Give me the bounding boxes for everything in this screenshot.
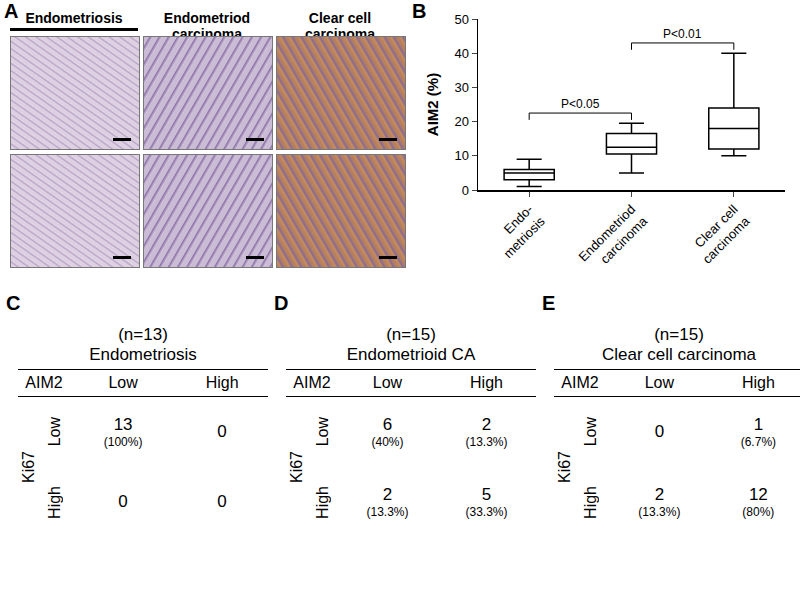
html-text:Low: Low — [644, 374, 674, 391]
html-text:0: 0 — [118, 492, 128, 511]
html-text:Ki67: Ki67 — [556, 451, 573, 483]
html-text:D: D — [274, 292, 289, 314]
html-text:Endometriosis: Endometriosis — [25, 10, 123, 26]
svg-text:0: 0 — [462, 183, 469, 198]
html-text:(100%): (100%) — [103, 435, 143, 449]
html-text:Clear cell carcinoma: Clear cell carcinoma — [602, 345, 756, 364]
html-text:High: High — [741, 374, 775, 391]
html-text:0: 0 — [654, 422, 665, 441]
html-text:B: B — [412, 0, 427, 22]
html-text:High: High — [205, 374, 239, 391]
html-text:Ki67: Ki67 — [20, 451, 37, 483]
html-text:(40%): (40%) — [371, 435, 404, 449]
html-text:2: 2 — [481, 415, 492, 434]
html-text:Low: Low — [108, 374, 138, 391]
svg-text:30: 30 — [454, 80, 468, 95]
html-text:Endometrioid CA: Endometrioid CA — [346, 345, 476, 364]
html-text:(13.3%): (13.3%) — [366, 505, 409, 519]
html-text:Clear cell carcinoma: Clear cell carcinoma — [305, 10, 375, 42]
html-text:5: 5 — [481, 485, 492, 504]
html-text:Low: Low — [314, 417, 331, 447]
html-text:High: High — [582, 485, 599, 519]
svg-text:AIM2 (%): AIM2 (%) — [424, 73, 441, 136]
html-text:(n=15): (n=15) — [654, 325, 704, 344]
html-text:(6.7%): (6.7%) — [740, 435, 776, 449]
svg-text:Endometriodcarcinoma: Endometriodcarcinoma — [575, 201, 650, 276]
html-text:2: 2 — [382, 485, 393, 504]
svg-text:10: 10 — [454, 148, 468, 163]
html-text:AIM2: AIM2 — [25, 374, 63, 391]
html-text:(13.3%): (13.3%) — [638, 505, 681, 519]
html-text:Low: Low — [372, 374, 403, 391]
html-text:Low: Low — [582, 417, 599, 447]
html-text:AIM2: AIM2 — [561, 374, 599, 391]
html-text:E: E — [542, 292, 556, 314]
html-text:A: A — [4, 0, 19, 22]
html-text:2: 2 — [654, 485, 665, 504]
svg-text:Endo-metriosis: Endo-metriosis — [489, 201, 549, 261]
html-text:AIM2: AIM2 — [293, 374, 331, 391]
html-text:Endometriod carcinoma: Endometriod carcinoma — [163, 10, 251, 42]
html-text:Ki67: Ki67 — [288, 451, 305, 483]
html-text:13: 13 — [113, 415, 133, 434]
html-text:High: High — [46, 485, 63, 519]
html-text:0: 0 — [217, 492, 227, 511]
html-text:(33.3%): (33.3%) — [465, 505, 508, 519]
html-text:0: 0 — [217, 422, 227, 441]
svg-text:40: 40 — [454, 46, 468, 61]
html-text:C: C — [6, 292, 21, 314]
html-text:12: 12 — [748, 485, 768, 504]
html-text:(13.3%): (13.3%) — [465, 435, 508, 449]
svg-text:50: 50 — [454, 12, 468, 27]
svg-text:P<0.05: P<0.05 — [561, 97, 600, 111]
html-text:Low: Low — [46, 417, 63, 447]
html-text:High: High — [470, 374, 503, 391]
html-text:6: 6 — [382, 415, 393, 434]
html-text:1: 1 — [753, 415, 764, 434]
svg-text:Clear cellcarcinoma: Clear cellcarcinoma — [688, 201, 754, 267]
svg-text:20: 20 — [454, 114, 468, 129]
svg-text:P<0.01: P<0.01 — [663, 27, 702, 41]
html-text:(n=15): (n=15) — [386, 325, 436, 344]
html-text:(80%): (80%) — [742, 505, 775, 519]
html-text:High: High — [314, 485, 331, 519]
html-text:(n=13): (n=13) — [118, 325, 168, 344]
html-text:Endometriosis: Endometriosis — [89, 345, 197, 364]
